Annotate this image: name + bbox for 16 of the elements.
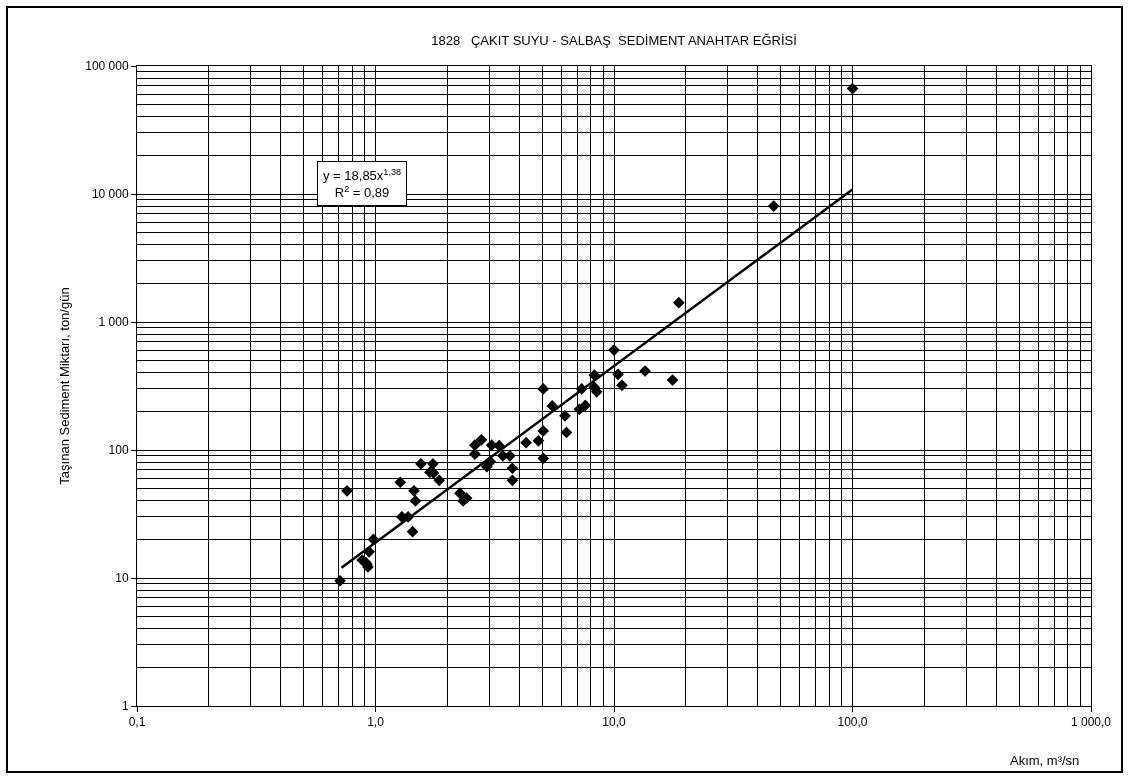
y-tick-label: 1 [121,699,129,714]
x-axis-title: Akım, m³/sn [1010,753,1080,768]
y-tick-label: 100 [108,443,129,458]
x-tick-label: 1 000,0 [1070,715,1112,730]
x-tick-label: 10,0 [602,715,626,730]
y-tick-label: 100 000 [85,59,129,74]
x-tick-label: 1,0 [367,715,385,730]
annotation: R$^{2}$ = 0,89 [334,183,390,201]
annotation: y = 18,85x$^{1,38}$ [323,167,402,184]
y-axis-title: Taşınan Sediment Miktarı, ton/gün [57,287,73,485]
y-tick-label: 1 000 [98,315,129,330]
x-tick-label: 100,0 [837,715,868,730]
chart-title: 1828 ÇAKIT SUYU - SALBAŞ SEDİMENT ANAHTAR EĞRİSİ [431,32,797,48]
x-tick-label: 0,1 [128,715,146,730]
y-tick-label: 10 [115,571,129,586]
y-tick-label: 10 000 [91,187,129,202]
